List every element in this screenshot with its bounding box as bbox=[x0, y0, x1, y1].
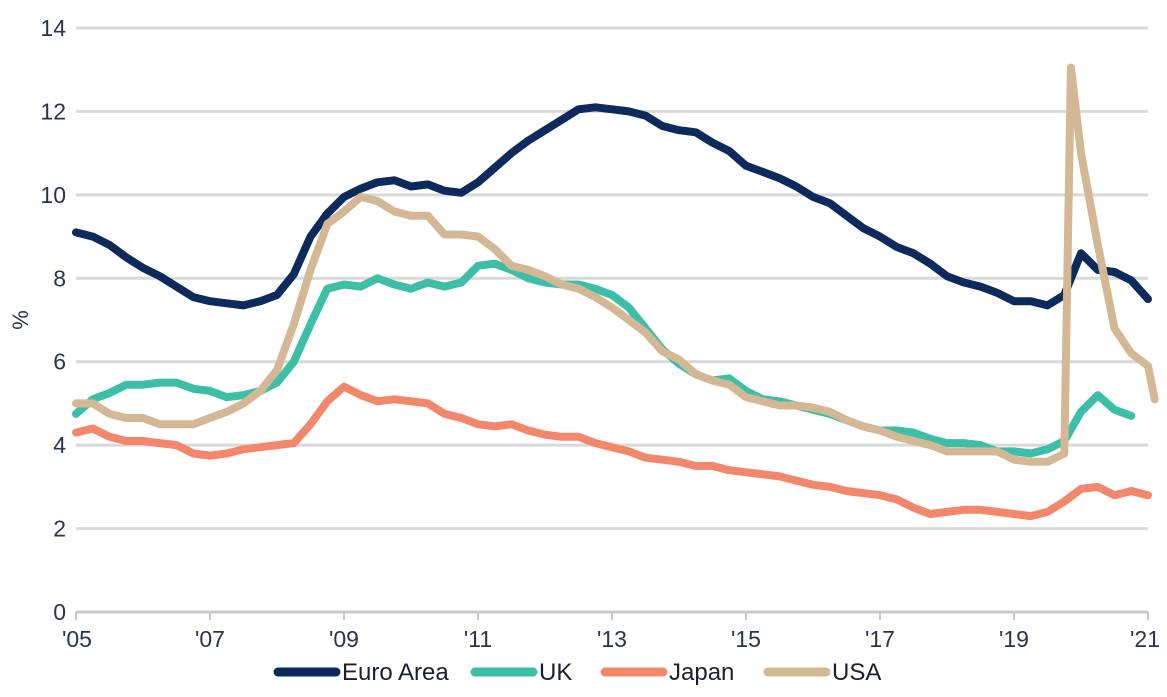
x-tick-label: '19 bbox=[999, 626, 1029, 652]
x-tick-label: '15 bbox=[731, 626, 761, 652]
y-tick-label: 6 bbox=[53, 349, 66, 375]
series-line-uk bbox=[72, 259, 1136, 458]
x-tick-label: '13 bbox=[597, 626, 627, 652]
x-tick-label: '09 bbox=[329, 626, 359, 652]
x-tick-label: '11 bbox=[464, 626, 492, 652]
x-tick-label: '05 bbox=[62, 626, 92, 652]
legend-label: USA bbox=[832, 659, 881, 686]
y-tick-label: 14 bbox=[40, 15, 66, 41]
y-tick-label: 10 bbox=[40, 182, 66, 208]
x-tick-label: '17 bbox=[865, 626, 895, 652]
x-tick-label: '07 bbox=[195, 626, 225, 652]
legend-label: Euro Area bbox=[342, 659, 449, 686]
legend-label: Japan bbox=[669, 659, 734, 686]
y-tick-label: 8 bbox=[53, 265, 66, 291]
y-tick-label: 12 bbox=[40, 98, 66, 124]
y-tick-label: 4 bbox=[53, 432, 66, 458]
y-axis-label: % bbox=[8, 310, 33, 330]
x-axis-ticks: '05 '07 '09 '11 '13 '15 '17 '19 '21 bbox=[62, 612, 1160, 652]
series-line-usa bbox=[72, 63, 1159, 466]
legend: Euro Area UK Japan USA bbox=[273, 659, 881, 686]
gridlines bbox=[76, 26, 1148, 614]
series-line-euro-area bbox=[72, 103, 1152, 310]
series-lines bbox=[72, 63, 1159, 521]
x-tick-label: '21 bbox=[1130, 626, 1160, 652]
y-tick-label: 0 bbox=[53, 599, 66, 625]
series-line-japan bbox=[72, 382, 1152, 521]
y-tick-label: 2 bbox=[53, 516, 66, 542]
y-axis-ticks: 0 2 4 6 8 10 12 14 bbox=[40, 15, 66, 625]
legend-label: UK bbox=[539, 659, 572, 686]
